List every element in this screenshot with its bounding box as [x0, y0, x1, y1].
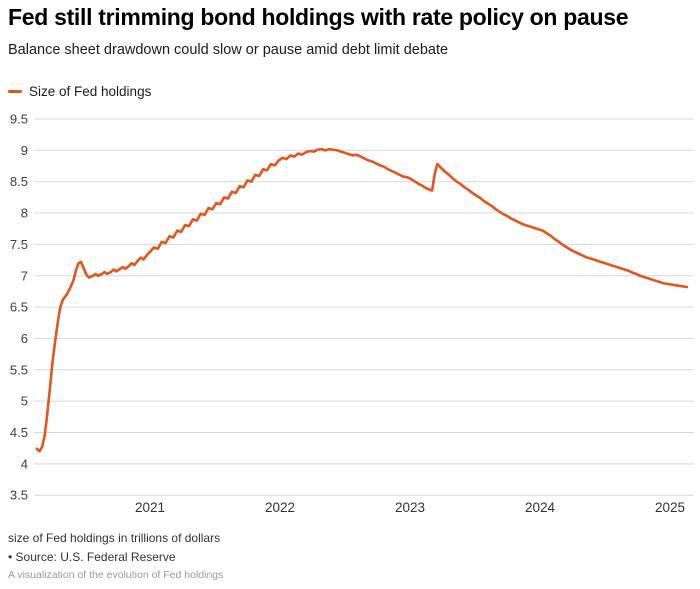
y-tick-label: 6: [21, 331, 28, 346]
legend-label: Size of Fed holdings: [29, 84, 152, 99]
fed-holdings-line: [35, 147, 689, 453]
footer-note: size of Fed holdings in trillions of dol…: [8, 531, 221, 545]
y-tick-label: 6.5: [10, 300, 28, 315]
y-tick-label: 3.5: [10, 488, 28, 503]
y-tick-label: 4.5: [10, 425, 28, 440]
y-tick-label: 9: [21, 143, 28, 158]
x-axis-labels: 2021 2022 2023 2024 2025: [135, 500, 685, 515]
footer-caption: A visualization of the evolution of Fed …: [8, 569, 224, 581]
y-tick-label: 8: [21, 206, 28, 221]
y-tick-label: 5: [21, 394, 28, 409]
y-tick-label: 5.5: [10, 362, 28, 377]
y-tick-label: 9.5: [10, 112, 28, 127]
chart-title: Fed still trimming bond holdings with ra…: [8, 4, 629, 30]
y-tick-label: 7.5: [10, 237, 28, 252]
line-swatch-icon: [8, 89, 22, 94]
footer-source: • Source: U.S. Federal Reserve: [8, 550, 176, 564]
x-tick-label: 2022: [265, 500, 295, 515]
chart-subtitle: Balance sheet drawdown could slow or pau…: [8, 42, 449, 58]
fed-holdings-line-chart: 9.5 9 8.5 8 7.5 7 6.5 6 5.5 5 4.5 4 3.5 2021 2022 2023…: [10, 112, 694, 515]
x-tick-label: 2025: [655, 500, 685, 515]
gridlines: [34, 118, 694, 496]
y-tick-label: 7: [21, 268, 28, 283]
y-axis-labels: 9.5 9 8.5 8 7.5 7 6.5 6 5.5 5 4.5 4 3.5: [10, 112, 28, 503]
legend: Size of Fed holdings: [8, 84, 151, 99]
x-tick-label: 2023: [395, 500, 425, 515]
y-tick-label: 8.5: [10, 174, 28, 189]
y-tick-label: 4: [21, 456, 28, 471]
x-tick-label: 2021: [135, 500, 165, 515]
x-tick-label: 2024: [525, 500, 556, 515]
